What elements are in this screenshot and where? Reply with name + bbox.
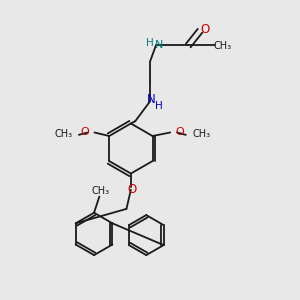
- Text: O: O: [201, 23, 210, 36]
- Text: H: H: [146, 38, 154, 48]
- Text: N: N: [147, 93, 156, 106]
- Text: O: O: [128, 183, 137, 196]
- Text: CH₃: CH₃: [214, 41, 232, 51]
- Text: CH₃: CH₃: [92, 186, 110, 196]
- Text: O: O: [80, 128, 89, 137]
- Text: CH₃: CH₃: [192, 129, 210, 139]
- Text: CH₃: CH₃: [54, 129, 72, 139]
- Text: O: O: [176, 128, 184, 137]
- Text: H: H: [155, 101, 163, 111]
- Text: N: N: [154, 40, 163, 50]
